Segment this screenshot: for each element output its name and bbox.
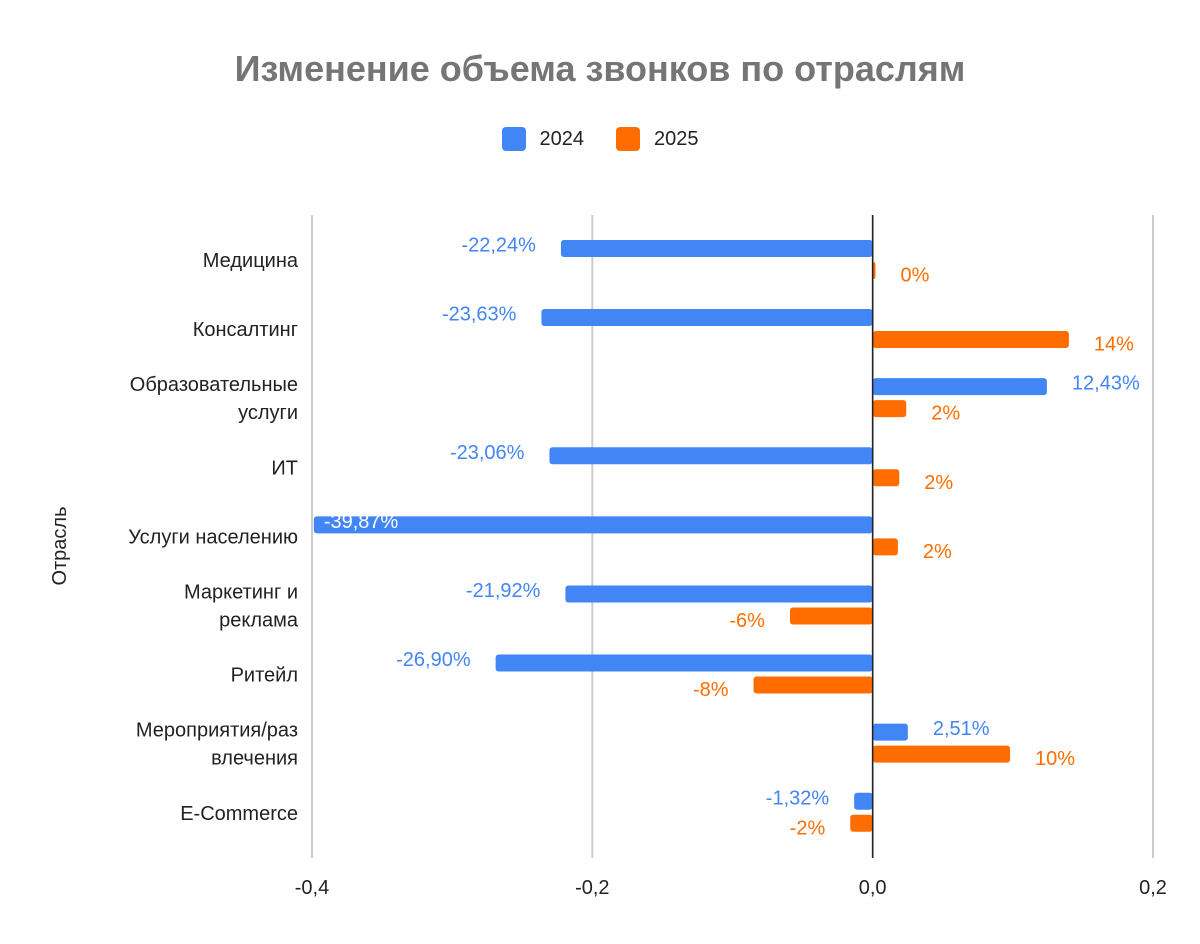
bar-2024 — [565, 585, 873, 603]
chart-title: Изменение объема звонков по отраслям — [234, 48, 966, 89]
bar-2025 — [753, 676, 873, 694]
data-label-2025: -6% — [729, 610, 765, 632]
legend-label-2024: 2024 — [539, 127, 585, 150]
bar-2024 — [872, 378, 1047, 396]
bar-2024 — [549, 447, 873, 465]
x-tick-label: -0,4 — [295, 877, 329, 899]
legend-item-2024[interactable]: 2024 — [501, 127, 585, 151]
category-label: Образовательные — [130, 374, 298, 396]
bar-2025 — [789, 607, 873, 625]
data-label-2024: -23,06% — [450, 442, 525, 464]
legend-label-2025: 2025 — [654, 127, 699, 150]
data-label-2025: -2% — [790, 817, 826, 839]
x-tick-label: 0,0 — [859, 877, 887, 899]
category-label: Мероприятия/раз — [136, 720, 298, 742]
legend-swatch-2025 — [616, 127, 640, 151]
bar-2024 — [313, 516, 873, 534]
data-label-2025: -8% — [693, 679, 729, 701]
category-label: Медицина — [203, 250, 299, 272]
bar-2024 — [541, 309, 873, 327]
x-tick-label: 0,2 — [1139, 877, 1167, 899]
data-label-2024: 12,43% — [1072, 373, 1140, 395]
data-label-2024: -21,92% — [466, 580, 541, 602]
bar-2025 — [872, 331, 1069, 349]
data-label-2025: 2% — [931, 403, 960, 425]
data-label-2024: 2,51% — [933, 718, 990, 740]
data-label-2025: 10% — [1035, 748, 1075, 770]
category-label: E-Commerce — [180, 803, 298, 825]
bar-2025 — [872, 745, 1011, 763]
data-label-2025: 2% — [923, 541, 952, 563]
bar-2024 — [560, 239, 873, 257]
category-label: Консалтинг — [193, 319, 298, 341]
bar-2024 — [854, 792, 873, 810]
category-label: Маркетинг и — [184, 581, 298, 603]
data-label-2025: 2% — [924, 472, 953, 494]
category-label: Услуги населению — [128, 526, 298, 548]
legend-item-2025[interactable]: 2025 — [616, 127, 699, 151]
legend: 2024 2025 — [0, 127, 1200, 151]
bar-2025 — [850, 814, 873, 832]
data-label-2024: -23,63% — [442, 304, 517, 326]
data-label-2024: -22,24% — [461, 234, 536, 256]
bar-2025 — [872, 469, 900, 487]
data-label-2024: -1,32% — [766, 787, 830, 809]
data-label-2024: -39,87% — [324, 511, 399, 533]
category-label: Ритейл — [231, 665, 298, 687]
category-label: реклама — [219, 609, 299, 631]
data-label-2024: -26,90% — [396, 649, 471, 671]
bar-2024 — [872, 723, 908, 741]
bar-2024 — [495, 654, 873, 672]
category-label: услуги — [238, 402, 298, 424]
bar-2025 — [872, 538, 898, 556]
category-label: ИТ — [271, 457, 298, 479]
y-axis-label: Отрасль — [49, 506, 71, 585]
category-label: влечения — [211, 748, 298, 770]
data-label-2025: 0% — [900, 264, 929, 286]
x-tick-label: -0,2 — [575, 877, 609, 899]
bar-2025 — [872, 400, 907, 418]
data-label-2025: 14% — [1094, 334, 1134, 356]
legend-swatch-2024 — [501, 127, 526, 151]
